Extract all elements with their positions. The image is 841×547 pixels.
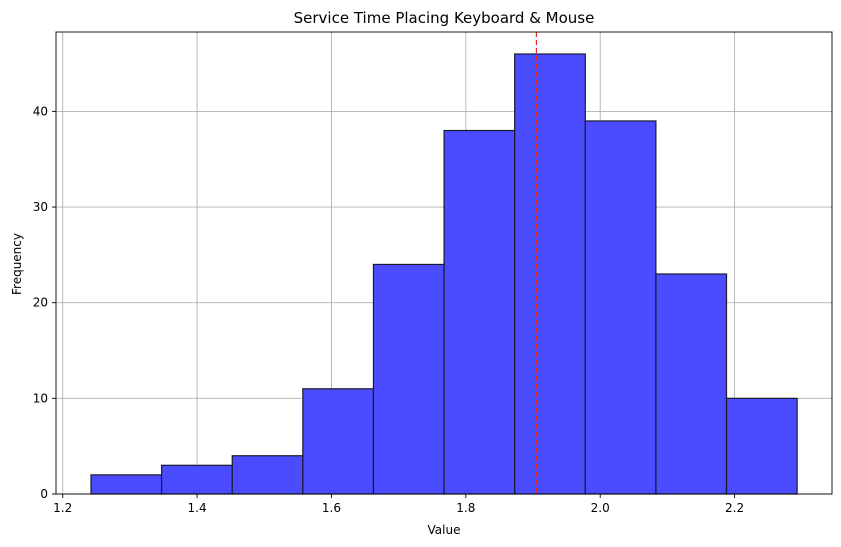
y-axis-label: Frequency bbox=[10, 233, 24, 295]
histogram-bar bbox=[302, 388, 375, 495]
histogram-bar bbox=[372, 263, 445, 495]
y-axis-ticks: 0 10 20 30 40 bbox=[33, 104, 56, 501]
x-tick-label: 1.8 bbox=[456, 501, 475, 515]
x-tick-label: 1.2 bbox=[53, 501, 72, 515]
histogram-bar bbox=[231, 455, 304, 495]
histogram-bar bbox=[514, 53, 586, 495]
histogram-bars bbox=[90, 53, 798, 495]
x-tick-label: 2.2 bbox=[725, 501, 744, 515]
x-axis-label: Value bbox=[428, 523, 461, 537]
histogram-bar bbox=[725, 397, 798, 495]
x-tick-label: 1.6 bbox=[322, 501, 341, 515]
y-tick-label: 40 bbox=[33, 104, 48, 118]
chart-title: Service Time Placing Keyboard & Mouse bbox=[294, 9, 595, 27]
y-tick-label: 20 bbox=[33, 296, 48, 310]
histogram-bar bbox=[443, 129, 516, 495]
plot-frame bbox=[55, 31, 833, 495]
y-tick-label: 0 bbox=[40, 487, 48, 501]
histogram-bar bbox=[90, 474, 163, 495]
histogram-bar bbox=[584, 120, 657, 495]
x-tick-label: 1.4 bbox=[188, 501, 207, 515]
y-tick-label: 10 bbox=[33, 391, 48, 405]
histogram-bar bbox=[655, 273, 728, 495]
x-axis-ticks: 1.2 1.4 1.6 1.8 2.0 2.2 bbox=[53, 494, 744, 515]
histogram-bar bbox=[161, 464, 233, 495]
y-tick-label: 30 bbox=[33, 200, 48, 214]
x-tick-label: 2.0 bbox=[591, 501, 610, 515]
